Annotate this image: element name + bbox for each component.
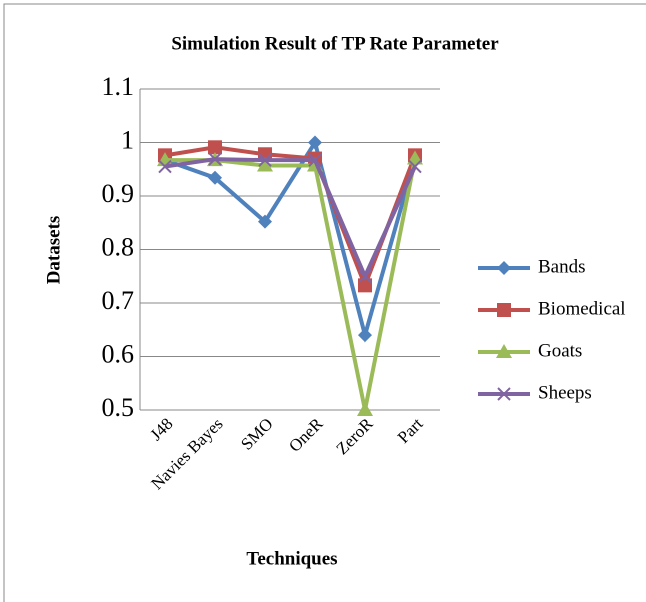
marker [358, 328, 372, 343]
marker [497, 303, 511, 317]
series-line [164, 145, 417, 291]
marker [358, 278, 372, 293]
marker [208, 170, 222, 185]
marker [407, 150, 423, 165]
y-tick-label: 0.9 [102, 179, 135, 208]
legend-label: Goats [538, 340, 582, 361]
series-line [164, 157, 417, 282]
y-tick-label: 0.5 [102, 393, 135, 422]
y-axis-label: Datasets [43, 216, 64, 285]
marker [208, 152, 222, 166]
legend-label: Bands [538, 256, 586, 277]
y-tick-label: 0.6 [102, 339, 135, 368]
legend-label: Biomedical [538, 298, 626, 319]
x-axis-label: Techniques [246, 548, 337, 569]
marker [308, 153, 322, 167]
marker [408, 159, 422, 174]
y-tick-label: 0.8 [102, 232, 135, 261]
marker [158, 159, 172, 174]
y-tick-label: 0.7 [102, 286, 135, 315]
marker [308, 135, 322, 150]
marker [258, 153, 272, 167]
marker [496, 344, 512, 358]
chart-title: Simulation Result of TP Rate Parameter [171, 33, 499, 54]
marker [208, 140, 222, 155]
marker [357, 402, 373, 416]
marker [497, 261, 511, 275]
y-tick-label: 1.1 [102, 72, 135, 101]
marker [257, 157, 273, 172]
marker [497, 387, 511, 401]
series-line [164, 137, 417, 343]
marker [258, 214, 272, 229]
marker [358, 269, 372, 283]
legend-label: Sheeps [538, 382, 592, 403]
y-tick-label: 1 [121, 125, 134, 154]
